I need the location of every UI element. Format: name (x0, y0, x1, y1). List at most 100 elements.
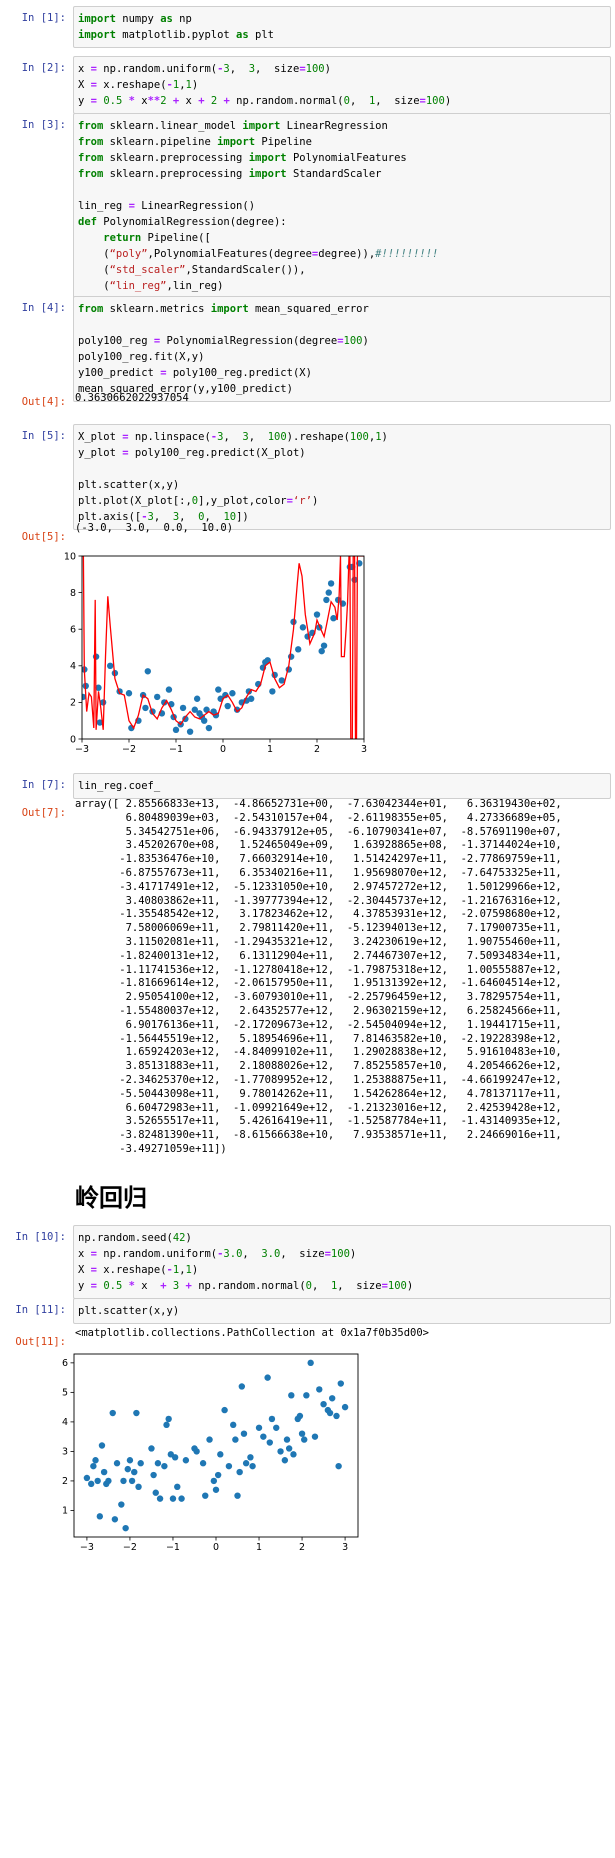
code-token: , (312, 1280, 331, 1292)
code-token: 3.0 (223, 1248, 243, 1260)
data-point (126, 1457, 134, 1464)
code-token: , (229, 63, 249, 75)
code-token: 1 (172, 1264, 180, 1276)
code-token: , (349, 95, 369, 107)
data-point (107, 662, 114, 669)
data-point (236, 1468, 243, 1476)
data-point (285, 1445, 293, 1452)
code-token: - (217, 1248, 224, 1260)
data-point (182, 1457, 190, 1464)
data-point (202, 1492, 209, 1499)
data-point (152, 1489, 159, 1496)
code-token: X_plot (78, 431, 123, 443)
data-point (288, 1392, 295, 1399)
data-point (296, 1412, 304, 1420)
code-token: 3 (172, 511, 180, 523)
array-line: -1.82400131e+12, 6.13112904e+11, 2.74467… (75, 949, 562, 962)
cell-7-code[interactable]: lin_reg.coef_ (73, 773, 611, 799)
data-point (171, 1454, 179, 1461)
code-token: - (141, 511, 148, 523)
code-token: ],y_plot,color (198, 495, 287, 507)
array-line: 3.40803862e+11, -1.39777394e+12, -2.3044… (75, 894, 562, 907)
x-tick-label: 3 (361, 744, 367, 752)
data-point (154, 1460, 162, 1467)
code-token: numpy (115, 13, 161, 25)
code-token: = (90, 95, 97, 107)
out-5-prompt: Out[5]: (21, 531, 66, 543)
x-tick-label: −3 (75, 744, 89, 752)
cell-11-code[interactable]: plt.scatter(x,y) (73, 1298, 611, 1324)
ridge-scatter-chart: −3 −2 −1 0 1 2 3 1 2 3 4 5 6 (62, 1353, 359, 1553)
code-token: 0 (305, 1280, 312, 1292)
cell-4-code[interactable]: from sklearn.metrics import mean_squared… (73, 296, 611, 402)
data-point (133, 1409, 140, 1417)
data-point (205, 724, 213, 732)
x-tick-label: −2 (122, 744, 136, 752)
data-point (191, 706, 198, 713)
data-point (307, 1359, 314, 1367)
code-token: - (217, 63, 224, 75)
data-point (225, 1462, 233, 1470)
array-line: -1.81669614e+12, -2.06157950e+11, 1.9513… (75, 977, 562, 990)
code-token: matplotlib.pyplot (115, 29, 237, 41)
data-point (349, 563, 356, 571)
y-tick-label: 2 (70, 698, 76, 709)
code-token: plt (248, 29, 274, 41)
code-line: X_plot = np.linspace(-3, 3, 100).reshape… (78, 429, 610, 445)
data-point (83, 1474, 91, 1482)
code-token: 100 (267, 431, 287, 443)
array-line: 3.85131883e+11, 2.18088026e+12, 7.852558… (75, 1060, 562, 1073)
data-point (217, 1451, 224, 1458)
data-point (178, 1495, 185, 1502)
cell-2-code[interactable]: x = np.random.uniform(-3, 3, size=100) X … (73, 56, 611, 114)
code-token: + (198, 95, 205, 107)
array-line: -2.34625370e+12, -1.77089952e+12, 1.2538… (75, 1073, 562, 1086)
code-token: = (153, 335, 161, 347)
data-point (199, 1460, 207, 1467)
array-line: 6.60472983e+11, -1.09921649e+12, -1.2132… (75, 1101, 562, 1114)
array-line: -3.41717491e+12, -5.12331050e+10, 2.9745… (75, 880, 562, 893)
code-token: = (160, 367, 167, 379)
data-point (150, 1471, 157, 1479)
array-line: 3.45202670e+08, 1.52465049e+09, 1.639288… (75, 839, 562, 852)
cell-10-code[interactable]: np.random.seed(42) x = np.random.uniform(… (73, 1225, 611, 1299)
data-point (238, 1383, 246, 1390)
code-token: , size (375, 95, 420, 107)
data-point (96, 719, 104, 726)
data-point (313, 611, 321, 618)
data-point (260, 1433, 267, 1440)
code-token: = (90, 1248, 97, 1260)
code-token: = (122, 447, 129, 459)
code-token: ) (311, 495, 319, 507)
data-point (287, 653, 295, 660)
code-token: y (78, 1280, 91, 1292)
code-token: import (78, 13, 116, 25)
data-point (120, 1477, 127, 1485)
code-token: = (324, 1248, 331, 1260)
data-point (248, 695, 255, 702)
data-point (240, 1430, 248, 1437)
code-token (78, 232, 103, 244)
cell-1-code[interactable]: import numpy as np import matplotlib.pypl… (73, 6, 611, 48)
code-token: ) (191, 1264, 199, 1276)
out-4-value: 0.3630662022937054 (75, 392, 189, 404)
y-tick-label: 0 (70, 734, 76, 745)
y-tick-label: 3 (62, 1447, 68, 1458)
code-token: #!!!!!!!!! (375, 248, 439, 260)
data-point (278, 677, 285, 684)
out-4-prompt: Out[4]: (21, 396, 66, 408)
data-point (148, 1445, 155, 1452)
code-token: , (204, 511, 224, 523)
cell-5-code[interactable]: X_plot = np.linspace(-3, 3, 100).reshape… (73, 424, 611, 530)
data-point (320, 1400, 327, 1408)
cell-3-code[interactable]: from sklearn.linear_model import LinearR… (73, 113, 611, 315)
code-line: plt.scatter(x,y) (78, 477, 610, 493)
code-line: plt.scatter(x,y) (78, 1303, 610, 1319)
code-line: import numpy as np (78, 11, 610, 27)
code-token: np (172, 13, 192, 25)
code-token: ‘r’ (292, 495, 312, 507)
data-point (232, 1436, 239, 1443)
y-tick-label: 4 (70, 661, 76, 672)
data-point (330, 615, 337, 622)
code-token: 1 (368, 95, 376, 107)
